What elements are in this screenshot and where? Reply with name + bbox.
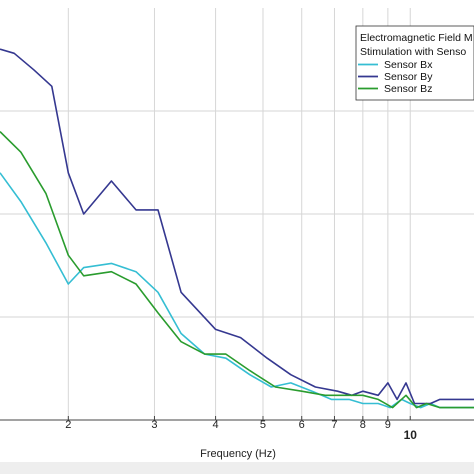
series-line-sensor-by [0,48,474,405]
bottom-strip [0,462,474,474]
x-tick-label: 7 [331,419,337,431]
x-tick-label: 9 [385,419,391,431]
legend-title-line-1: Electromagnetic Field M [360,32,473,44]
series-line-sensor-bz [0,131,474,409]
x-tick-label: 8 [360,419,366,431]
legend-entry-label: Sensor By [384,71,433,83]
x-tick-label: 3 [151,419,157,431]
legend: Electromagnetic Field M Stimulation with… [355,25,474,101]
x-tick-label: 10 [404,428,418,442]
series-lines [0,48,474,409]
x-tick-label: 4 [213,419,219,431]
legend-title-line-2: Stimulation with Senso [360,46,466,58]
x-tick-label: 5 [260,419,266,431]
x-tick-label: 2 [65,419,71,431]
x-tick-labels: 2 3 4 5 6 7 8 9 10 [65,416,417,442]
legend-entry-label: Sensor Bx [384,59,433,71]
grid-lines [0,8,474,420]
series-line-sensor-bx [0,172,474,409]
x-axis-title: Frequency (Hz) [200,448,276,460]
legend-entry-label: Sensor Bz [384,83,432,95]
x-tick-label: 6 [299,419,305,431]
